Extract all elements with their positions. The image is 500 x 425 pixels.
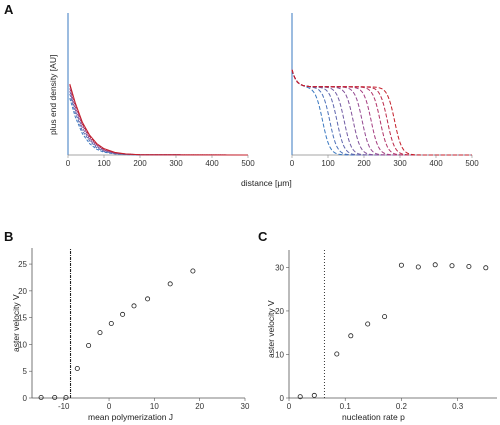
panel-b-xtick-label-4: 30 <box>241 402 250 411</box>
panel-b-ytick-label-0: 0 <box>23 394 28 403</box>
tick-label-a-left-2: 200 <box>133 159 147 168</box>
panel-c-data-point-3 <box>348 333 354 339</box>
panel-c-data-point-10 <box>466 263 472 269</box>
panel-b-data-point-5 <box>97 330 103 336</box>
profile-line-left-0 <box>69 98 249 156</box>
panel-b-data-point-11 <box>190 268 196 274</box>
panel-c-data-point-11 <box>483 265 489 271</box>
panel-b-plot: aster velocity V mean polymerization J -… <box>11 248 250 422</box>
panel-c-ytick-label-0: 0 <box>280 394 285 403</box>
panel-b-xtick-label-0: -10 <box>58 402 70 411</box>
profile-line-right-6 <box>291 69 472 156</box>
profile-line-left-3 <box>69 88 249 156</box>
tick-label-a-left-0: 0 <box>66 159 71 168</box>
panel-c-xtick-label-1: 0.1 <box>340 402 352 411</box>
panel-b-data-point-1 <box>52 394 58 400</box>
profile-line-right-0 <box>291 69 472 156</box>
profile-line-right-4 <box>291 69 472 156</box>
panel-c-y-label: aster velocity V <box>266 300 276 358</box>
panel-c-data-point-5 <box>382 314 388 320</box>
panel-label-b: B <box>4 229 13 244</box>
panel-b-ytick-label-2: 10 <box>18 340 27 349</box>
panel-c-xtick-label-2: 0.2 <box>396 402 408 411</box>
panel-c-data-point-9 <box>449 263 455 269</box>
panel-c-x-label: nucleation rate p <box>342 412 405 422</box>
panel-c-plot: aster velocity V nucleation rate p 0 0.1 0… <box>266 250 497 422</box>
profile-line-right-2 <box>291 69 472 156</box>
tick-label-a-left-1: 100 <box>97 159 111 168</box>
panel-b-xtick-label-2: 10 <box>150 402 159 411</box>
tick-label-a-right-1: 100 <box>321 159 335 168</box>
panel-c-data-point-7 <box>415 264 421 270</box>
panel-a-left-y-label: plus end density [AU] <box>48 55 58 135</box>
panel-b-xtick-label-1: 0 <box>107 402 112 411</box>
panel-b-data-point-7 <box>120 311 126 317</box>
panel-a-right-plot: 0 100 200 300 400 500 <box>290 13 479 168</box>
panel-b-data-point-4 <box>86 342 92 348</box>
panel-c-data-point-6 <box>398 262 404 268</box>
tick-label-a-right-5: 500 <box>465 159 479 168</box>
tick-label-a-right-4: 400 <box>429 159 443 168</box>
panel-label-c: C <box>258 229 268 244</box>
panel-b-y-label: aster velocity V <box>11 294 21 352</box>
panel-c-data-point-0 <box>297 394 303 400</box>
tick-label-a-right-2: 200 <box>357 159 371 168</box>
panel-c-xtick-label-0: 0 <box>287 402 292 411</box>
panel-a-left-plot: plus end density [AU] 0 100 200 300 400 500 <box>48 13 255 168</box>
profile-line-left-4 <box>69 85 249 156</box>
panel-c-ytick-label-2: 20 <box>275 307 284 316</box>
panel-b-ytick-label-4: 20 <box>18 287 27 296</box>
profile-line-right-9 <box>291 69 472 156</box>
panel-c-data-point-8 <box>432 262 438 268</box>
tick-label-a-right-3: 300 <box>393 159 407 168</box>
panel-label-a: A <box>4 2 14 17</box>
tick-label-a-right-0: 0 <box>290 159 295 168</box>
profile-line-right-8 <box>291 69 472 156</box>
panel-b-data-point-10 <box>167 281 173 287</box>
profile-line-right-1 <box>291 69 472 156</box>
panel-b-data-point-8 <box>131 303 137 309</box>
profile-line-left-5 <box>69 83 249 156</box>
panel-b-xtick-label-3: 20 <box>195 402 204 411</box>
profile-line-right-3 <box>291 69 472 156</box>
profile-line-left-1 <box>69 93 249 156</box>
panel-c-ytick-label-3: 30 <box>275 263 284 272</box>
panel-b-x-label: mean polymerization J <box>88 412 173 422</box>
panel-c-ytick-label-1: 10 <box>275 350 284 359</box>
profile-line-right-7 <box>291 69 472 156</box>
panel-b-ytick-label-5: 25 <box>18 260 27 269</box>
panel-b-data-point-2 <box>63 394 69 400</box>
panel-b-data-point-0 <box>38 394 44 400</box>
tick-label-a-left-5: 500 <box>241 159 255 168</box>
profile-line-right-5 <box>291 69 472 156</box>
panel-b-ytick-label-1: 5 <box>23 367 28 376</box>
panel-c-data-point-4 <box>365 321 371 327</box>
panel-b-data-point-3 <box>74 365 80 371</box>
panel-c-xtick-label-3: 0.3 <box>452 402 464 411</box>
panel-b-data-point-6 <box>108 320 114 326</box>
panel-a-x-label: distance [μm] <box>241 178 292 188</box>
panel-b-ytick-label-3: 15 <box>18 314 27 323</box>
panel-b-data-point-9 <box>145 296 151 302</box>
tick-label-a-left-4: 400 <box>205 159 219 168</box>
panel-c-data-point-1 <box>311 392 317 398</box>
tick-label-a-left-3: 300 <box>169 159 183 168</box>
panel-c-data-point-2 <box>334 351 340 357</box>
